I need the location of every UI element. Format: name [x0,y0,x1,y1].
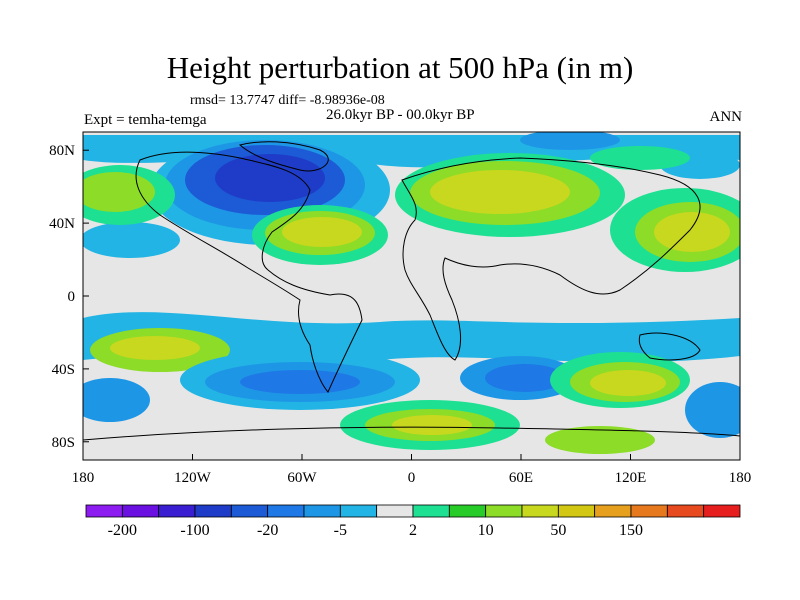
colorbar-swatch [630,504,668,518]
colorbar-swatch [703,504,741,518]
colorbar-swatch [194,504,232,518]
colorbar-label: 2 [409,522,417,539]
colorbar-swatch [448,504,487,518]
stats-label: rmsd= 13.7747 diff= -8.98936e-08 [190,93,385,108]
lat-tick-label: 80N [49,143,75,159]
lon-tick-label: 180 [729,470,752,486]
map-title: Height perturbation at 500 hPa (in m) [166,50,634,85]
season-label: ANN [709,109,743,125]
colorbar-swatch [85,504,123,518]
coastlines [83,141,740,441]
lon-tick-label: 0 [408,470,416,486]
colorbar-label: -100 [180,522,209,539]
lat-tick-label: 40N [49,216,75,232]
colorbar-swatch [376,504,414,518]
colorbar-swatch [412,504,450,518]
lon-tick-label: 120E [615,470,647,486]
colorbar-swatch [557,504,596,518]
experiment-label: Expt = temha-temga [84,112,207,128]
colorbar-label: 150 [619,522,643,539]
lon-tick-label: 120W [174,470,212,486]
colorbar-swatch [303,504,341,518]
anomaly-field [83,132,740,460]
colorbar-swatch [485,504,523,518]
colorbar-swatch [267,504,305,518]
colorbar-label: -200 [108,522,137,539]
colorbar-swatch [230,504,269,518]
colorbar-label: 10 [478,522,494,539]
colorbar-swatch [121,504,160,518]
colorbar-label: -5 [334,522,347,539]
lat-tick-label: 40S [52,362,75,378]
colorbar-swatch [339,504,378,518]
lon-tick-label: 180 [72,470,95,486]
lon-tick-label: 60W [287,470,317,486]
colorbar-swatch [521,504,559,518]
lat-tick-label: 0 [68,289,76,305]
period-label: 26.0kyr BP - 00.0kyr BP [326,107,475,123]
lat-tick-label: 80S [52,435,75,451]
lon-tick-label: 60E [509,470,533,486]
colorbar-swatch [594,504,632,518]
colorbar-swatch [666,504,705,518]
colorbar-label: -20 [257,522,278,539]
colorbar-label: 50 [550,522,566,539]
colorbar-swatch [158,504,196,518]
